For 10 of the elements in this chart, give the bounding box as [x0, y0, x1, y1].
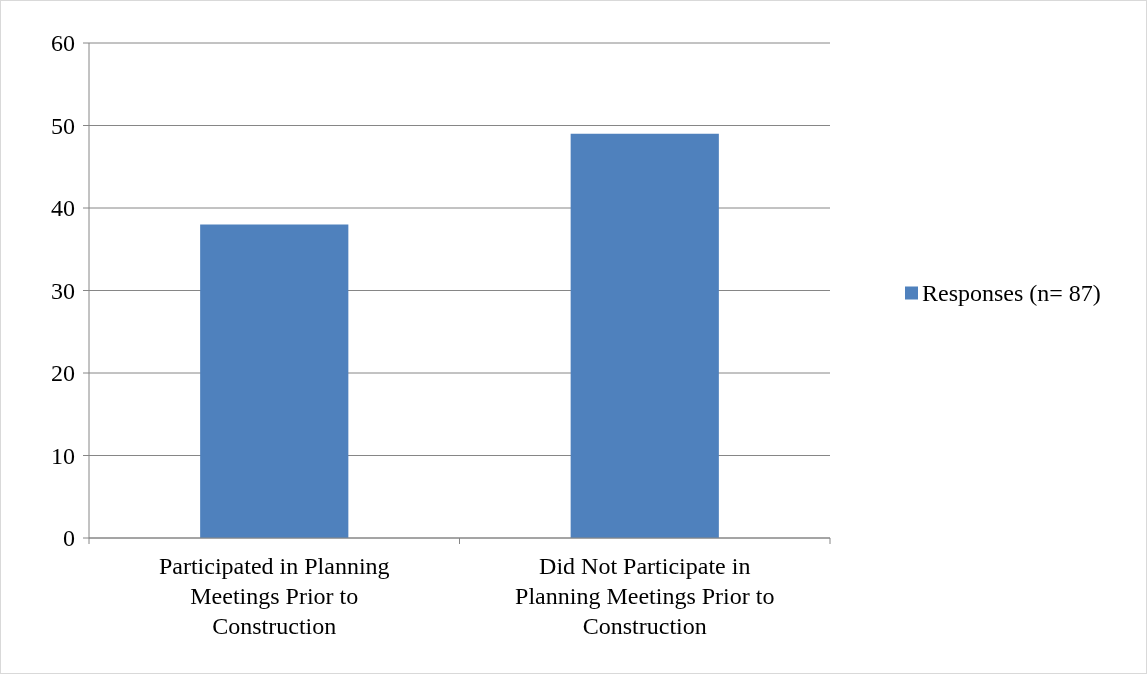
y-tick-label: 0	[63, 525, 75, 552]
y-tick-label: 20	[51, 360, 75, 387]
y-tick-label: 40	[51, 195, 75, 222]
legend-label: Responses (n= 87)	[922, 279, 1101, 306]
x-tick-label: Did Not Participate in Planning Meetings Prior to Construction	[515, 553, 775, 639]
y-tick-label: 60	[51, 30, 75, 57]
y-tick-label: 30	[51, 277, 75, 304]
y-tick-label: 50	[51, 112, 75, 139]
y-tick-label: 10	[51, 442, 75, 469]
x-tick-label: Participated in Planning Meetings Prior to Construction	[158, 553, 390, 639]
